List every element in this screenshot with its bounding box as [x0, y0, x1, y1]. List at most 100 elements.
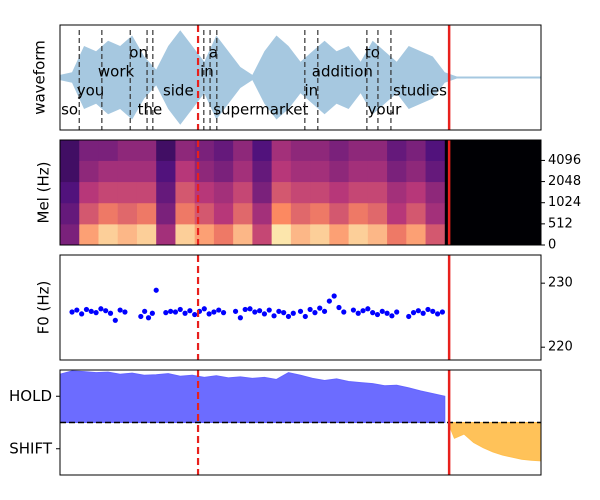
f0-point [216, 307, 222, 313]
f0-point [182, 310, 188, 316]
f0-point [168, 308, 174, 314]
y-tick-label: SHIFT [9, 439, 53, 457]
spectrogram-cell [60, 202, 80, 225]
panel-frame [59, 254, 542, 361]
f0-point [350, 307, 357, 313]
f0-point [406, 313, 412, 320]
f0-point [365, 306, 371, 312]
waveform-upper [60, 30, 541, 78]
panel: F0 (Hz) 220 230 [35, 254, 573, 361]
spectrogram-cell [194, 140, 215, 161]
word-label: in [304, 82, 318, 100]
f0-point [149, 310, 155, 316]
f0-point [201, 306, 207, 312]
word-label: the [138, 101, 163, 119]
spectrogram-cell [387, 160, 407, 183]
panel-frame [59, 24, 542, 131]
f0-point [285, 313, 292, 320]
spectrogram-cell [444, 223, 465, 246]
f0-point [276, 308, 282, 314]
spectrogram-cell [136, 181, 157, 204]
spectrogram-cell [290, 181, 311, 204]
spectrogram-cell [425, 202, 446, 225]
spectrogram-cell [521, 181, 542, 204]
spectrogram-cell [310, 160, 330, 183]
spectrogram-cell [367, 181, 388, 204]
f0-point [281, 310, 287, 316]
spectrogram-cell [329, 160, 350, 183]
spectrogram-cell [483, 223, 504, 246]
y-axis-label: waveform [31, 40, 49, 115]
spectrogram-cell [310, 140, 330, 161]
f0-point [237, 315, 243, 321]
f0-point [410, 310, 417, 316]
spectrogram-cell [271, 140, 292, 161]
spectrogram-cell [348, 181, 369, 204]
word-label: a [209, 44, 218, 62]
f0-point [79, 311, 85, 317]
spectrogram-cell [117, 202, 138, 225]
spectrogram-cell [60, 140, 80, 161]
spectrogram-cell [502, 202, 523, 225]
spectrogram-cell [136, 223, 157, 246]
f0-point [247, 306, 253, 312]
spectrogram-cell [502, 181, 523, 204]
spectrogram-cell [233, 202, 253, 225]
f0-point [355, 310, 361, 316]
spectrogram-cell [175, 223, 196, 246]
f0-point [389, 313, 395, 319]
y-axis-label: F0 (Hz) [35, 281, 53, 335]
word-label: so [61, 101, 78, 119]
f0-point [297, 308, 304, 314]
word-label: work [98, 63, 135, 81]
f0-point [307, 306, 313, 313]
spectrogram-cell [483, 140, 504, 161]
spectrogram-cell [233, 181, 253, 204]
spectrogram-cell [367, 223, 388, 246]
f0-point [336, 304, 342, 311]
f0-point [266, 307, 272, 313]
spectrogram-cell [194, 202, 215, 225]
f0-point [360, 308, 366, 314]
y-tick-label: 220 [548, 340, 573, 355]
spectrogram-cell [425, 160, 446, 183]
f0-point [232, 308, 239, 314]
f0-point [261, 311, 268, 317]
spectrogram-cell [156, 160, 176, 183]
f0-point [93, 310, 99, 316]
spectrogram-cell [233, 223, 253, 246]
y-tick-label: 2048 [548, 174, 581, 189]
spectrogram-cell [194, 181, 215, 204]
spectrogram-cell [464, 160, 484, 183]
spectrogram-cell [329, 140, 350, 161]
y-tick-label: 4096 [548, 153, 581, 168]
f0-point [177, 306, 183, 313]
word-label: to [365, 44, 380, 62]
spectrogram-cell [464, 181, 484, 204]
spectrogram-cell [406, 140, 427, 161]
spectrogram-cell [444, 160, 465, 183]
spectrogram-cell [79, 140, 99, 161]
spectrogram-cell [156, 202, 176, 225]
spectrogram-cell [348, 223, 369, 246]
f0-point [112, 317, 118, 323]
spectrogram-cell [271, 160, 292, 183]
spectrogram-cell [98, 202, 119, 225]
spectrogram-cell [79, 181, 99, 204]
f0-point [88, 308, 94, 314]
spectrogram-cell [156, 223, 176, 246]
panel-frame [59, 369, 542, 476]
spectrogram-cell [444, 181, 465, 204]
spectrogram-cell [117, 223, 138, 246]
f0-point [290, 310, 296, 316]
word-label: addition [312, 63, 373, 81]
spectrogram-cell [387, 140, 407, 161]
f0-point [326, 298, 332, 304]
spectrogram-cell [348, 160, 369, 183]
f0-point [211, 309, 217, 315]
panel-frame [59, 139, 542, 246]
word-label: supermarket [213, 101, 308, 119]
f0-point [153, 287, 159, 293]
spectrogram-cell [213, 202, 234, 225]
spectrogram-cell [348, 202, 369, 225]
